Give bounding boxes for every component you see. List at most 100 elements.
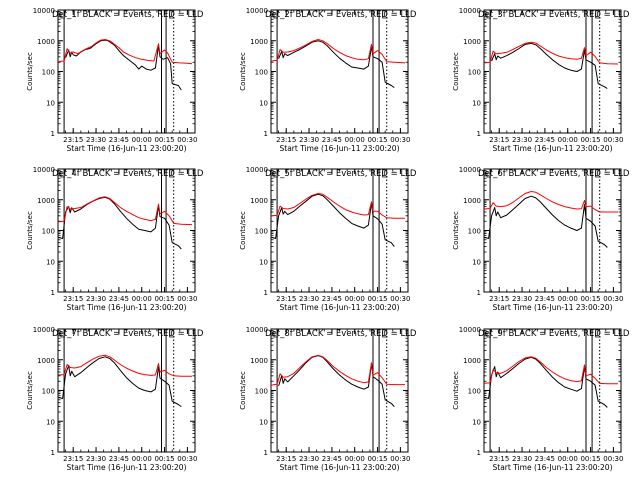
x-tick-label: 23:15 [276,295,296,303]
events-series-line [278,40,395,89]
marker-glyph [486,331,491,338]
y-tick-label: 1 [51,449,55,457]
lld-series-line [270,354,405,386]
y-tick-label: 1 [264,289,268,297]
x-tick-label: 00:00 [345,295,365,303]
x-tick-label: 23:30 [512,295,532,303]
y-tick-label: 10 [472,258,481,266]
marker-glyph [486,171,491,178]
y-tick-label: 10000 [33,326,55,334]
x-tick-label: 23:15 [63,455,83,463]
events-series-line [491,42,608,89]
y-tick-label: 10000 [33,166,55,174]
y-axis-label: Counts/sec [239,211,247,250]
plot-frame [483,328,622,453]
lld-series-line [270,193,405,219]
y-tick-label: 1 [264,449,268,457]
x-tick-label: 23:45 [109,295,129,303]
panel-title: Det_1f BLACK = Events, RED = LLD [52,10,204,20]
x-tick-label: 00:30 [603,455,623,463]
lld-series-line [57,354,192,377]
y-tick-label: 100 [42,388,55,396]
lld-series-line [483,191,618,213]
x-tick-label: 23:45 [109,455,129,463]
x-tick-label: 00:30 [603,136,623,144]
y-tick-label: 10000 [246,166,268,174]
marker-glyph [382,12,388,19]
y-tick-label: 10 [259,258,268,266]
x-tick-label: 00:15 [580,455,600,463]
panel-title: Det_7f BLACK = Events, RED = LLD [52,329,204,339]
marker-glyph [169,171,175,178]
events-series-line [65,39,182,91]
x-axis-label: Start Time (16-Jun-11 23:00:20) [493,144,613,153]
x-tick-label: 00:00 [345,136,365,144]
x-tick-label: 00:00 [132,295,152,303]
lld-series-line [57,196,193,226]
x-tick-label: 23:45 [322,136,342,144]
plot-frame [483,168,622,293]
panel-title: Det_2f BLACK = Events, RED = LLD [265,10,417,20]
y-tick-label: 10000 [33,7,55,15]
x-tick-label: 23:45 [535,455,555,463]
x-tick-label: 23:30 [299,295,319,303]
y-axis-label: Counts/sec [452,52,460,91]
y-tick-label: 1 [477,289,481,297]
detector-panel-3: Det_3f BLACK = Events, RED = LLD 1 10 100 10… [452,7,630,153]
x-tick-label: 23:30 [86,295,106,303]
x-tick-label: 23:30 [512,136,532,144]
y-tick-label: 10 [259,99,268,107]
x-tick-label: 00:30 [390,136,410,144]
x-tick-label: 23:30 [86,136,106,144]
x-tick-label: 23:30 [299,136,319,144]
x-tick-label: 00:15 [154,455,174,463]
y-tick-label: 1000 [250,357,268,365]
x-tick-label: 23:15 [489,136,509,144]
events-series-line [57,356,182,408]
marker-glyph [595,171,601,178]
y-tick-label: 10 [472,418,481,426]
x-tick-label: 23:30 [86,455,106,463]
y-tick-label: 1000 [463,38,481,46]
x-tick-label: 00:30 [177,455,197,463]
events-series-line [57,196,182,250]
y-axis-label: Counts/sec [26,211,34,250]
x-tick-label: 00:15 [367,295,387,303]
events-series-line [483,356,608,408]
y-tick-label: 1000 [463,197,481,205]
x-tick-label: 00:15 [580,136,600,144]
y-tick-label: 10 [46,258,55,266]
y-tick-label: 1 [51,289,55,297]
plot-frame [483,9,622,134]
lld-series-line [270,39,406,64]
y-tick-label: 10 [259,418,268,426]
marker-glyph [595,331,601,338]
y-tick-label: 1000 [463,357,481,365]
x-axis-label: Start Time (16-Jun-11 23:00:20) [280,144,400,153]
x-tick-label: 23:15 [276,136,296,144]
marker-glyph [273,171,278,178]
x-tick-label: 00:15 [580,295,600,303]
x-axis-label: Start Time (16-Jun-11 23:00:20) [67,463,187,472]
marker-glyph [595,12,601,19]
panel-title: Det_9f BLACK = Events, RED = LLD [478,329,630,339]
x-axis-label: Start Time (16-Jun-11 23:00:20) [493,463,613,472]
plot-frame [270,328,409,453]
x-tick-label: 00:30 [390,455,410,463]
x-tick-label: 23:30 [299,455,319,463]
y-tick-label: 100 [255,388,268,396]
panel-title: Det_3f BLACK = Events, RED = LLD [478,10,630,20]
y-axis-label: Counts/sec [26,371,34,410]
y-tick-label: 1000 [37,197,55,205]
events-series-line [270,193,395,247]
y-tick-label: 10 [46,418,55,426]
detector-panel-5: Det_5f BLACK = Events, RED = LLD 1 10 100 10… [239,166,417,312]
y-tick-label: 1 [477,130,481,138]
x-axis-label: Start Time (16-Jun-11 23:00:20) [493,303,613,312]
x-tick-label: 23:45 [535,136,555,144]
y-tick-label: 100 [255,69,268,77]
y-tick-label: 1000 [250,197,268,205]
marker-glyph [273,12,278,19]
x-tick-label: 00:00 [558,295,578,303]
y-tick-label: 10000 [246,326,268,334]
